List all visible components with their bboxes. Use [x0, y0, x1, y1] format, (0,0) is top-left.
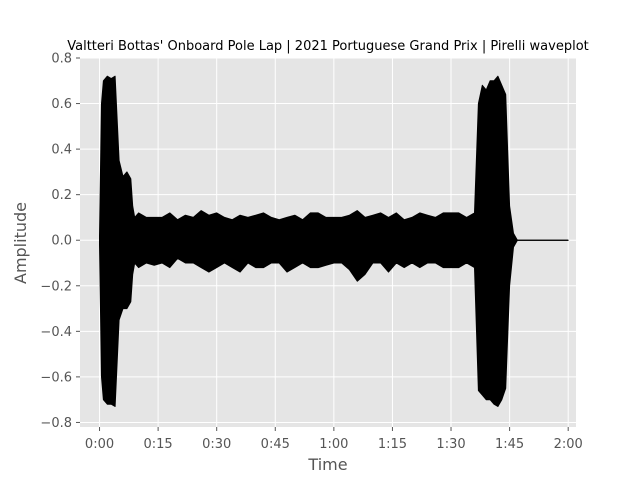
- x-axis-ticks: 0:00 0:15 0:30 0:45 1:00 1:15 1:30 1:45 2:00: [85, 427, 583, 452]
- y-tick-label: −0.6: [40, 370, 72, 385]
- y-tick-label: −0.4: [40, 325, 72, 340]
- y-tick-label: −0.8: [40, 416, 72, 431]
- y-tick-label: 0.8: [51, 52, 72, 67]
- x-tick-label: 0:30: [202, 437, 231, 452]
- x-tick-label: 1:00: [319, 437, 348, 452]
- y-axis-label: Amplitude: [11, 202, 30, 284]
- x-tick-label: 1:45: [495, 437, 524, 452]
- y-tick-label: 0.2: [51, 188, 72, 203]
- x-tick-label: 0:45: [261, 437, 290, 452]
- y-tick-label: 0.6: [51, 97, 72, 112]
- x-tick-label: 0:15: [144, 437, 173, 452]
- y-tick-label: 0.0: [51, 234, 72, 249]
- x-tick-label: 2:00: [554, 437, 583, 452]
- x-axis-label: Time: [307, 455, 347, 474]
- chart-title: Valtteri Bottas' Onboard Pole Lap | 2021…: [67, 39, 589, 54]
- x-tick-label: 1:15: [378, 437, 407, 452]
- x-tick-label: 0:00: [85, 437, 114, 452]
- y-tick-label: −0.2: [40, 279, 72, 294]
- y-axis-ticks: −0.8 −0.6 −0.4 −0.2 0.0 0.2 0.4 0.6 0.8: [40, 52, 80, 431]
- x-tick-label: 1:30: [436, 437, 465, 452]
- y-tick-label: 0.4: [51, 143, 72, 158]
- waveform: [99, 75, 569, 407]
